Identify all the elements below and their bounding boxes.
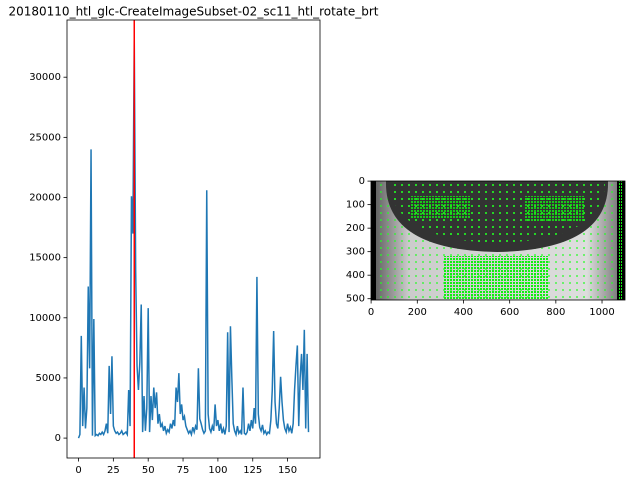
x-tick-label: 125 [243,465,262,476]
x-tick-label: 800 [546,307,565,318]
y-tick-label: 200 [346,223,365,234]
axes-frame [66,19,321,459]
x-tick-label: 0 [75,465,81,476]
y-tick-label: 300 [346,247,365,258]
y-tick-label: 100 [346,200,365,211]
x-tick-label: 0 [368,307,374,318]
x-tick-label: 75 [177,465,190,476]
x-tick-label: 400 [454,307,473,318]
data-line [77,39,310,439]
y-tick-label: 400 [346,270,365,281]
x-tick-label: 50 [142,465,155,476]
y-tick-label: 30000 [29,72,61,83]
x-tick-label: 200 [408,307,427,318]
image [371,181,625,300]
x-tick-label: 25 [107,465,120,476]
y-tick-label: 0 [359,176,365,187]
y-tick-label: 10000 [29,313,61,324]
y-tick-label: 5000 [36,373,61,384]
x-tick-label: 600 [500,307,519,318]
y-tick-label: 20000 [29,192,61,203]
y-tick-label: 500 [346,294,365,305]
x-tick-label: 1000 [589,307,614,318]
y-tick-label: 15000 [29,253,61,264]
axes-frame [370,180,626,301]
x-tick-label: 100 [208,465,227,476]
y-tick-label: 0 [55,433,61,444]
x-tick-label: 150 [278,465,297,476]
chart-title: 20180110_htl_glc-CreateImageSubset-02_sc… [8,5,378,19]
y-tick-label: 25000 [29,132,61,143]
